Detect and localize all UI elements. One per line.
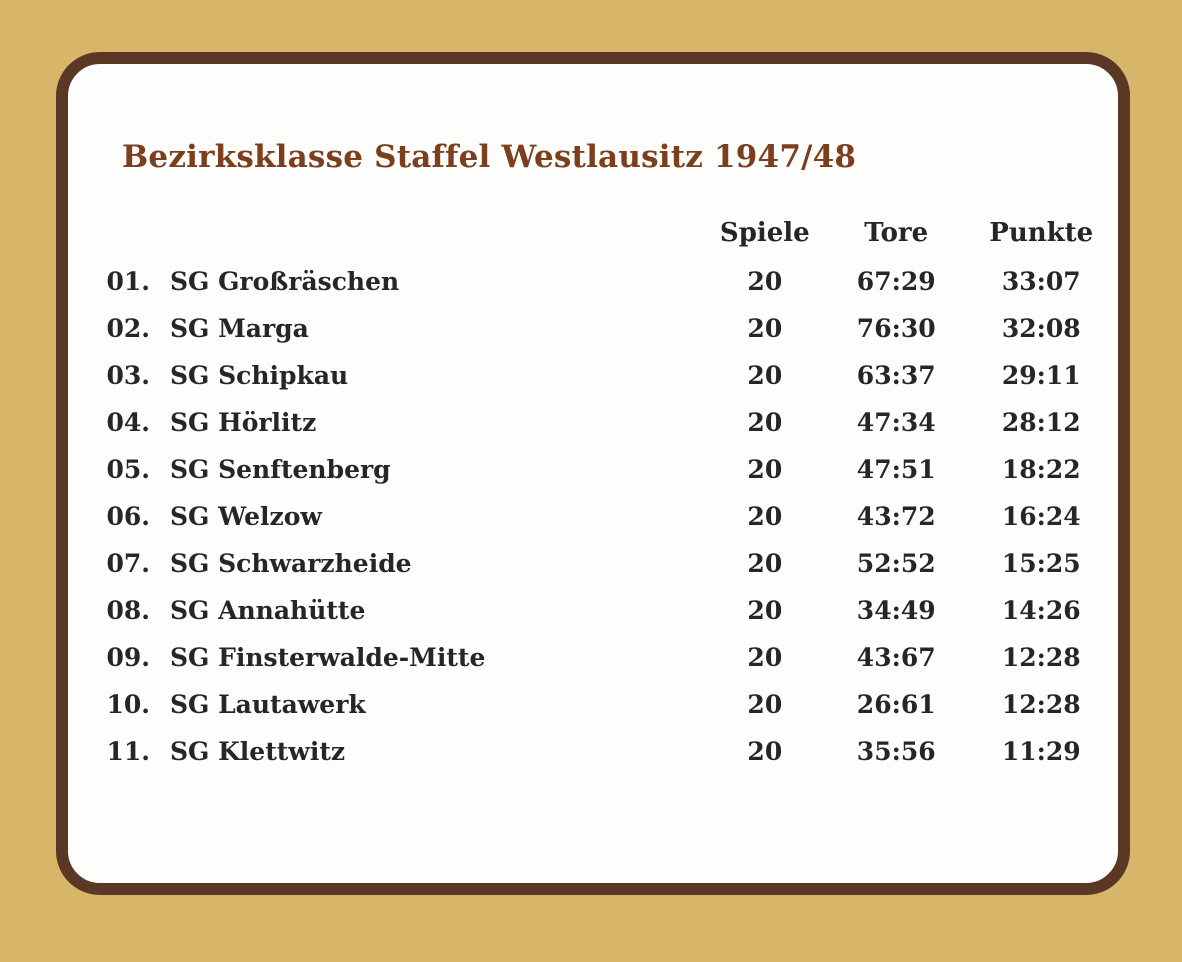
- cell-team: SG Schipkau: [169, 361, 349, 390]
- header-punkte: Punkte: [989, 218, 1094, 248]
- cell-tore: 47:34: [856, 408, 936, 437]
- cell-punkte: 12:28: [1001, 690, 1081, 719]
- table-row: 11. SG Klettwitz 20 35:56 11:29: [68, 728, 1118, 775]
- cell-rank: 11.: [106, 737, 150, 766]
- cell-team: SG Schwarzheide: [169, 549, 412, 578]
- cell-team: SG Senftenberg: [169, 455, 391, 484]
- cell-tore: 43:67: [856, 643, 936, 672]
- cell-punkte: 18:22: [1001, 455, 1081, 484]
- cell-punkte: 11:29: [1001, 737, 1081, 766]
- cell-team: SG Welzow: [169, 502, 322, 531]
- cell-spiele: 20: [747, 408, 783, 437]
- cell-tore: 76:30: [856, 314, 936, 343]
- cell-spiele: 20: [747, 549, 783, 578]
- cell-spiele: 20: [747, 455, 783, 484]
- cell-punkte: 12:28: [1001, 643, 1081, 672]
- cell-rank: 04.: [106, 408, 150, 437]
- cell-spiele: 20: [747, 361, 783, 390]
- cell-punkte: 15:25: [1001, 549, 1081, 578]
- table-row: 04. SG Hörlitz 20 47:34 28:12: [68, 399, 1118, 446]
- cell-rank: 08.: [106, 596, 150, 625]
- cell-tore: 52:52: [856, 549, 936, 578]
- cell-rank: 06.: [106, 502, 150, 531]
- header-tore: Tore: [864, 218, 929, 248]
- table-row: 10. SG Lautawerk 20 26:61 12:28: [68, 681, 1118, 728]
- cell-tore: 67:29: [856, 267, 936, 296]
- cell-tore: 63:37: [856, 361, 936, 390]
- cell-spiele: 20: [747, 267, 783, 296]
- table-row: 03. SG Schipkau 20 63:37 29:11: [68, 352, 1118, 399]
- cell-punkte: 14:26: [1001, 596, 1081, 625]
- cell-spiele: 20: [747, 643, 783, 672]
- cell-punkte: 16:24: [1001, 502, 1081, 531]
- cell-punkte: 28:12: [1001, 408, 1081, 437]
- cell-punkte: 32:08: [1001, 314, 1081, 343]
- header-team: [150, 210, 702, 258]
- cell-rank: 01.: [106, 267, 150, 296]
- card-inner: Bezirksklasse Staffel Westlausitz 1947/4…: [68, 64, 1118, 883]
- table-row: 08. SG Annahütte 20 34:49 14:26: [68, 587, 1118, 634]
- cell-team: SG Lautawerk: [169, 690, 366, 719]
- cell-rank: 05.: [106, 455, 150, 484]
- cell-tore: 35:56: [856, 737, 936, 766]
- cell-team: SG Annahütte: [169, 596, 366, 625]
- cell-rank: 09.: [106, 643, 150, 672]
- table-row: 09. SG Finsterwalde-Mitte 20 43:67 12:28: [68, 634, 1118, 681]
- table-header: Spiele Tore Punkte: [68, 210, 1118, 258]
- cell-spiele: 20: [747, 502, 783, 531]
- header-rank: [68, 210, 150, 258]
- table-row: 07. SG Schwarzheide 20 52:52 15:25: [68, 540, 1118, 587]
- cell-spiele: 20: [747, 314, 783, 343]
- cell-tore: 47:51: [856, 455, 936, 484]
- cell-tore: 26:61: [856, 690, 936, 719]
- table-row: 02. SG Marga 20 76:30 32:08: [68, 305, 1118, 352]
- table-header-row: Spiele Tore Punkte: [68, 210, 1118, 258]
- cell-rank: 02.: [106, 314, 150, 343]
- cell-rank: 07.: [106, 549, 150, 578]
- cell-spiele: 20: [747, 596, 783, 625]
- header-spiele: Spiele: [719, 218, 810, 248]
- cell-rank: 10.: [106, 690, 150, 719]
- cell-team: SG Klettwitz: [169, 737, 346, 766]
- standings-card: Bezirksklasse Staffel Westlausitz 1947/4…: [56, 52, 1130, 895]
- table-row: 05. SG Senftenberg 20 47:51 18:22: [68, 446, 1118, 493]
- table-row: 01. SG Großräschen 20 67:29 33:07: [68, 258, 1118, 305]
- cell-rank: 03.: [106, 361, 150, 390]
- table-body: 01. SG Großräschen 20 67:29 33:07 02. SG…: [68, 258, 1118, 775]
- standings-table: Spiele Tore Punkte 01. SG Großräschen 20…: [68, 210, 1118, 775]
- cell-spiele: 20: [747, 690, 783, 719]
- cell-team: SG Großräschen: [169, 267, 400, 296]
- page-title: Bezirksklasse Staffel Westlausitz 1947/4…: [122, 139, 857, 175]
- cell-punkte: 29:11: [1001, 361, 1081, 390]
- cell-tore: 43:72: [856, 502, 936, 531]
- table-row: 06. SG Welzow 20 43:72 16:24: [68, 493, 1118, 540]
- cell-team: SG Finsterwalde-Mitte: [169, 643, 486, 672]
- cell-punkte: 33:07: [1001, 267, 1081, 296]
- cell-team: SG Marga: [169, 314, 309, 343]
- cell-tore: 34:49: [856, 596, 936, 625]
- cell-team: SG Hörlitz: [169, 408, 317, 437]
- cell-spiele: 20: [747, 737, 783, 766]
